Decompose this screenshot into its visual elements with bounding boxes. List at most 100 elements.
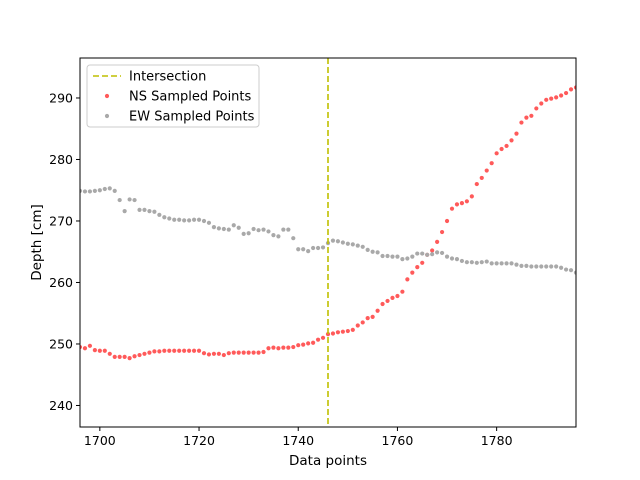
ns-sampled-points-point bbox=[474, 181, 479, 187]
ns-sampled-points-point bbox=[286, 345, 291, 350]
ew-sampled-points-point bbox=[439, 250, 445, 256]
ns-sampled-points-point bbox=[365, 316, 370, 321]
ns-sampled-points-point bbox=[385, 298, 390, 304]
legend-label: NS Sampled Points bbox=[129, 90, 252, 105]
ns-sampled-points-point bbox=[315, 337, 321, 342]
ns-sampled-points-point bbox=[415, 265, 420, 270]
ew-sampled-points-point bbox=[425, 252, 430, 257]
ns-sampled-points-point bbox=[82, 346, 88, 351]
ew-sampled-points-point bbox=[395, 254, 400, 259]
ns-sampled-points-point bbox=[489, 161, 494, 166]
ns-sampled-points-point bbox=[132, 354, 137, 359]
ns-sampled-points-point bbox=[568, 87, 574, 92]
ns-sampled-points-point bbox=[177, 348, 182, 353]
ew-sampled-points-point bbox=[410, 254, 415, 259]
ns-sampled-points-point bbox=[405, 277, 410, 282]
ns-sampled-points-point bbox=[524, 115, 529, 120]
ew-sampled-points-point bbox=[182, 218, 187, 223]
ew-sampled-points-point bbox=[375, 250, 380, 255]
ns-sampled-points-point bbox=[102, 348, 107, 353]
ew-sampled-points-point bbox=[365, 247, 370, 252]
ns-sampled-points-point bbox=[251, 350, 256, 355]
ew-sampled-points-point bbox=[82, 189, 88, 194]
ns-sampled-points-point bbox=[306, 341, 311, 346]
ns-sampled-points-point bbox=[469, 194, 474, 199]
ew-sampled-points-point bbox=[489, 261, 494, 266]
ew-sampled-points-point bbox=[435, 250, 440, 255]
legend-box bbox=[86, 64, 260, 128]
ns-sampled-points-point bbox=[147, 350, 152, 355]
ns-sampled-points-point bbox=[311, 340, 316, 345]
ew-sampled-points-point bbox=[167, 216, 172, 221]
ns-sampled-points-point bbox=[449, 206, 455, 211]
ew-sampled-points-point bbox=[355, 243, 360, 248]
ew-sampled-points-point bbox=[216, 226, 221, 231]
ns-sampled-points-point bbox=[509, 138, 514, 143]
ew-sampled-points-point bbox=[92, 188, 97, 193]
ns-sampled-points-point bbox=[157, 349, 162, 354]
ns-sampled-points-point bbox=[430, 248, 435, 253]
ns-sampled-points-point bbox=[182, 348, 187, 353]
ns-sampled-points-point bbox=[92, 348, 97, 353]
ew-sampled-points-point bbox=[454, 257, 460, 262]
ns-sampled-points-point bbox=[112, 354, 117, 359]
ns-sampled-points-point bbox=[325, 332, 331, 337]
ew-sampled-points-point bbox=[568, 268, 574, 273]
ew-sampled-points-point bbox=[102, 186, 107, 192]
ew-sampled-points-point bbox=[271, 233, 276, 238]
ns-sampled-points-point bbox=[420, 260, 425, 265]
data-marks bbox=[80, 85, 576, 361]
ns-sampled-points-point bbox=[172, 348, 177, 353]
ew-sampled-points-point bbox=[430, 252, 435, 257]
ew-sampled-points-point bbox=[514, 262, 519, 267]
ew-sampled-points-point bbox=[484, 259, 489, 264]
ew-sampled-points-point bbox=[281, 227, 286, 232]
ew-sampled-points-point bbox=[385, 253, 390, 259]
ew-sampled-points-point bbox=[459, 258, 465, 264]
ns-sampled-points-point bbox=[281, 345, 286, 350]
x-tick-label: 1780 bbox=[481, 433, 513, 448]
ew-sampled-points-point bbox=[504, 261, 509, 266]
ew-sampled-points-point bbox=[350, 242, 355, 247]
ew-sampled-points-point bbox=[444, 254, 450, 259]
ew-sampled-points-point bbox=[177, 217, 182, 222]
ns-sampled-points-point bbox=[206, 352, 212, 357]
ns-sampled-points-point bbox=[494, 151, 499, 156]
ns-sampled-points-point bbox=[335, 330, 341, 335]
ns-sampled-points-point bbox=[375, 308, 380, 313]
ns-sampled-points-point bbox=[80, 344, 83, 350]
ns-sampled-points-point bbox=[484, 168, 489, 173]
legend-dot-marker bbox=[104, 93, 110, 99]
ns-sampled-points-point bbox=[256, 350, 261, 355]
x-tick-label: 1760 bbox=[382, 433, 414, 448]
ew-sampled-points-point bbox=[206, 220, 212, 225]
ew-sampled-points-point bbox=[539, 264, 544, 269]
legend-item-ns: NS Sampled Points bbox=[104, 90, 252, 105]
ew-sampled-points-point bbox=[519, 263, 524, 268]
ns-sampled-points-point bbox=[107, 351, 112, 356]
ns-sampled-points-point bbox=[330, 331, 336, 336]
ew-sampled-points-point bbox=[97, 188, 102, 193]
ew-sampled-points-point bbox=[226, 227, 231, 232]
ew-sampled-points-point bbox=[266, 229, 271, 234]
ew-sampled-points-point bbox=[211, 225, 217, 230]
ew-sampled-points-point bbox=[559, 265, 564, 270]
ns-sampled-points-point bbox=[439, 229, 445, 235]
ns-sampled-points-point bbox=[529, 113, 534, 118]
ew-sampled-points-point bbox=[157, 212, 162, 217]
ew-sampled-points-point bbox=[296, 247, 301, 252]
ew-sampled-points-point bbox=[311, 245, 316, 251]
axes-frame bbox=[79, 57, 577, 428]
ew-sampled-points-point bbox=[172, 217, 177, 222]
ns-sampled-points-point bbox=[479, 175, 484, 181]
ew-sampled-points-point bbox=[330, 238, 336, 243]
ew-sampled-points-point bbox=[306, 249, 311, 254]
ew-sampled-points-point bbox=[112, 188, 117, 193]
ns-sampled-points-point bbox=[137, 352, 142, 358]
ns-sampled-points-point bbox=[539, 101, 544, 106]
ew-sampled-points-point bbox=[469, 260, 474, 265]
ew-sampled-points-point bbox=[340, 240, 345, 245]
ns-sampled-points-point bbox=[261, 349, 266, 355]
ew-sampled-points-point bbox=[246, 231, 251, 236]
ns-sampled-points-point bbox=[573, 85, 576, 90]
